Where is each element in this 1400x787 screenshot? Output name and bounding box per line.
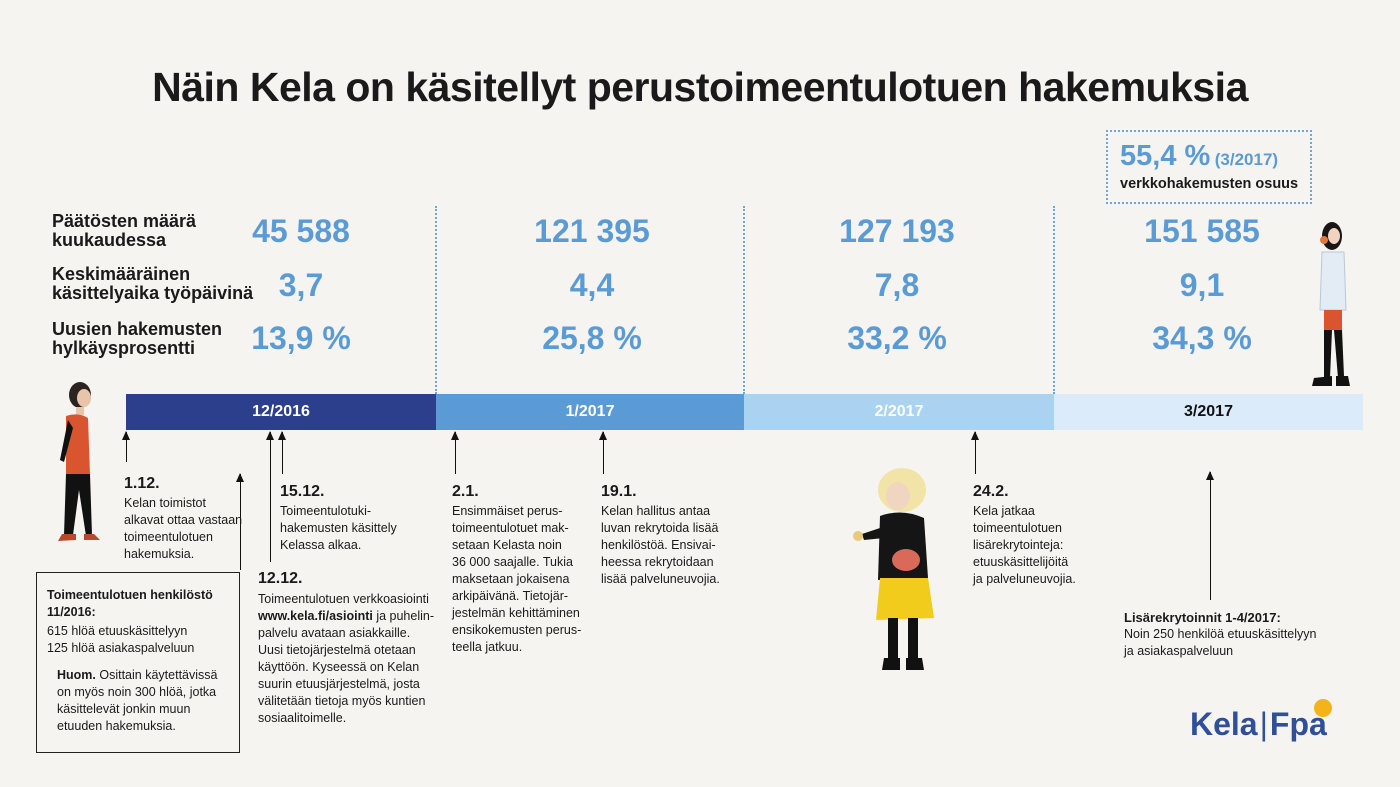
- event-24-2: 24.2. Kela jatkaa toimeentulotuen lisäre…: [973, 483, 1076, 586]
- arrow-up-icon: [235, 473, 244, 570]
- kela-logo-badge-icon: [1314, 699, 1332, 717]
- row-label-rejection-rate: Uusien hakemusten hylkäysprosentti: [52, 319, 223, 358]
- column-separator: [1053, 206, 1055, 394]
- event-additional-recruitment: Lisärekrytoinnit 1-4/2017: Noin 250 henk…: [1124, 610, 1317, 658]
- arrow-up-icon: [277, 431, 286, 474]
- value-rejection-3-2017: 34,3 %: [1152, 320, 1252, 356]
- value-time-3-2017: 9,1: [1179, 267, 1225, 303]
- timeline-segment-12-2016: 12/2016: [126, 394, 436, 430]
- online-share-label: verkkohakemusten osuus: [1120, 176, 1299, 192]
- event-12-12: 12.12. Toimeentulotuen verkkoasiointi ww…: [258, 570, 434, 725]
- value-time-1-2017: 4,4: [569, 267, 615, 303]
- arrow-up-icon: [450, 431, 459, 474]
- online-share-value: 55,4 %: [1120, 140, 1211, 172]
- timeline-segment-1-2017: 1/2017: [436, 394, 744, 430]
- arrow-up-icon: [598, 431, 607, 474]
- timeline-segment-2-2017: 2/2017: [744, 394, 1054, 430]
- column-separator: [743, 206, 745, 394]
- online-share-period: (3/2017): [1214, 150, 1279, 169]
- value-decisions-12-2016: 45 588: [252, 213, 350, 249]
- kela-asiointi-link[interactable]: www.kela.fi/asiointi: [258, 609, 373, 623]
- event-15-12: 15.12. Toimeentulotuki- hakemusten käsit…: [280, 483, 397, 552]
- value-decisions-3-2017: 151 585: [1144, 213, 1260, 249]
- staff-info-box: Toimeentulotuen henkilöstö 11/2016: 615 …: [36, 572, 240, 753]
- woman-with-piggy-bank-illustration: [853, 468, 934, 670]
- walking-man-illustration: [58, 382, 100, 541]
- online-share-box: 55,4 % (3/2017) verkkohakemusten osuus: [1106, 130, 1312, 204]
- value-decisions-1-2017: 121 395: [534, 213, 650, 249]
- arrow-up-icon: [970, 431, 979, 474]
- value-rejection-1-2017: 25,8 %: [542, 320, 642, 356]
- timeline-segment-3-2017: 3/2017: [1054, 394, 1363, 430]
- kela-fpa-logo: Kela|Fpa: [1190, 706, 1327, 742]
- arrow-up-icon: [1205, 471, 1214, 600]
- event-19-1: 19.1. Kelan hallitus antaa luvan rekryto…: [601, 483, 720, 586]
- value-time-2-2017: 7,8: [874, 267, 920, 303]
- event-1-12: 1.12. Kelan toimistot alkavat ottaa vast…: [124, 475, 243, 561]
- value-decisions-2-2017: 127 193: [839, 213, 955, 249]
- row-label-decisions: Päätösten määrä kuukaudessa: [52, 211, 197, 250]
- row-label-processing-time: Keskimääräinen käsittelyaika työpäivinä: [52, 264, 254, 303]
- event-2-1: 2.1. Ensimmäiset perus- toimeentulotuet …: [452, 483, 582, 654]
- arrow-up-icon: [265, 431, 274, 562]
- value-time-12-2016: 3,7: [278, 267, 324, 303]
- value-rejection-12-2016: 13,9 %: [251, 320, 351, 356]
- arrow-up-icon: [121, 431, 130, 462]
- value-rejection-2-2017: 33,2 %: [847, 320, 947, 356]
- column-separator: [435, 206, 437, 394]
- page-title: Näin Kela on käsitellyt perustoimeentulo…: [152, 64, 1248, 110]
- walking-woman-illustration: [1312, 222, 1350, 386]
